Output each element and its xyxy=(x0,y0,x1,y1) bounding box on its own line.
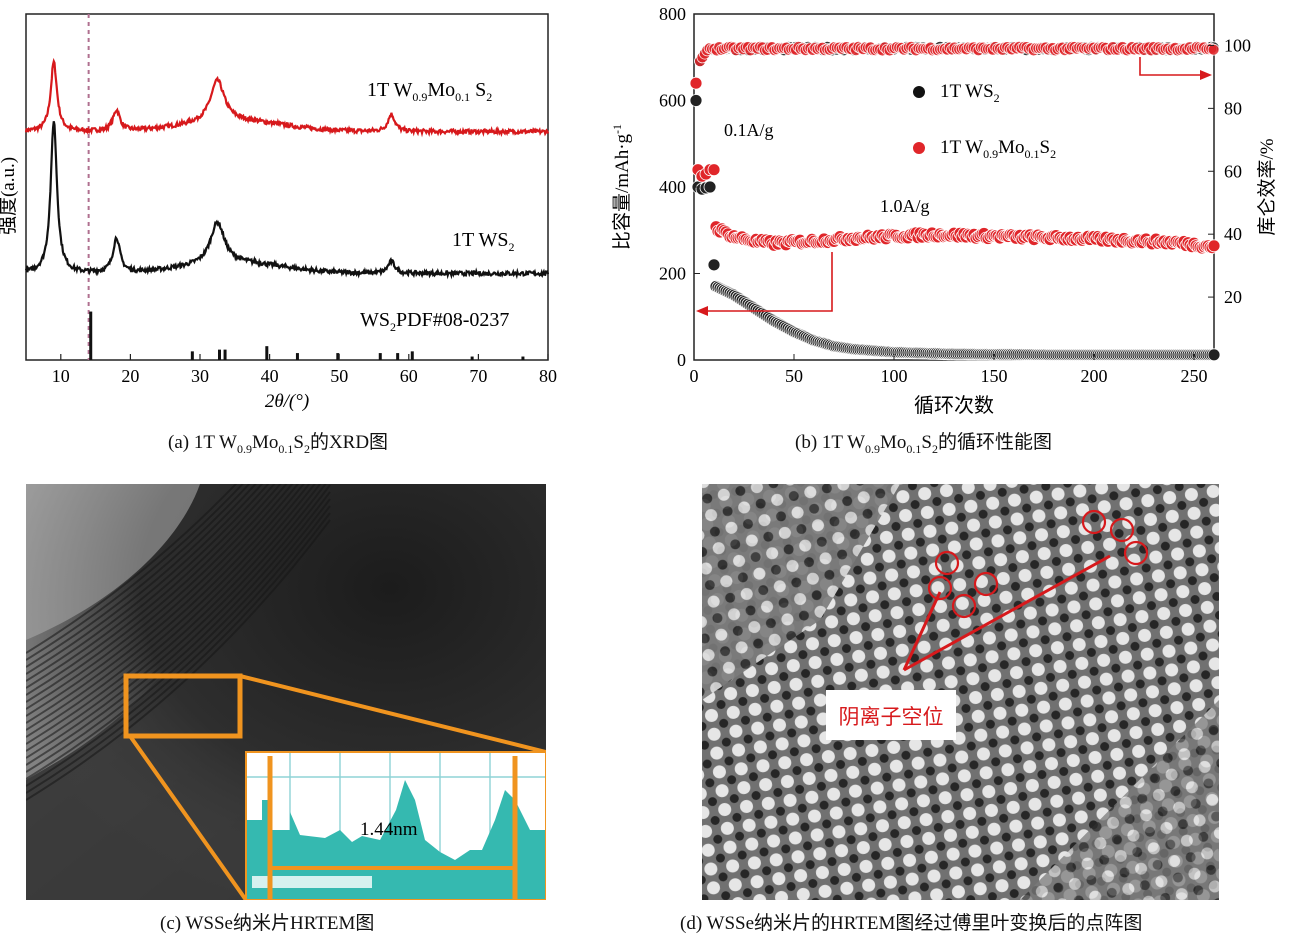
lattice-fringe xyxy=(26,484,294,717)
xrd-x-tick-label: 40 xyxy=(261,366,279,386)
caption-a: (a) 1T W0.9Mo0.1S2的XRD图 xyxy=(168,432,389,456)
xrd-y-axis-label: 强度(a.u.) xyxy=(0,157,19,235)
caption-c: (c) WSSe纳米片HRTEM图 xyxy=(160,913,375,934)
cycling-right-tick-label: 80 xyxy=(1224,98,1242,118)
annotation-0.1ag: 0.1A/g xyxy=(724,120,774,140)
vacancy-markers xyxy=(927,509,1149,619)
cycling-x-tick-label: 250 xyxy=(1181,366,1208,386)
capacity-point xyxy=(1207,348,1221,362)
lattice-fringe xyxy=(26,484,264,682)
arrow-to-right-axis xyxy=(1139,57,1212,80)
lattice-fringe xyxy=(26,484,327,759)
coulombic-efficiency-w09mo01s2 xyxy=(694,40,1220,68)
xrd-chart: 10 20 30 40 50 60 70 80 强度(a.u.) 2θ/(°) 1T W0.9… xyxy=(0,13,557,412)
capacity-point xyxy=(707,163,721,177)
legend-ws2: 1T WS2 xyxy=(452,229,515,254)
lattice-fringe xyxy=(26,484,270,689)
cycling-left-axis-label: 比容量/mAh·g-1 xyxy=(610,124,633,250)
capacity-point xyxy=(707,258,721,272)
selection-box xyxy=(123,673,243,739)
lattice-fringe xyxy=(26,484,244,661)
lattice-fringe xyxy=(26,484,288,710)
xrd-plot-frame xyxy=(25,13,549,361)
cycling-x-tick-label: 200 xyxy=(1081,366,1108,386)
arrow-to-left-axis xyxy=(696,252,833,316)
lattice-fringe xyxy=(26,484,276,696)
capacity-point xyxy=(703,180,717,194)
cycling-left-tick-label: 400 xyxy=(659,177,686,197)
capacity-w09mo01s2 xyxy=(689,76,1221,255)
cycling-right-tick-label: 60 xyxy=(1224,161,1242,181)
legend-ws2-label: 1T WS2 xyxy=(940,81,1000,105)
lattice-fringe xyxy=(26,484,322,752)
caption-d: (d) WSSe纳米片的HRTEM图经过傅里叶变换后的点阵图 xyxy=(680,913,1143,934)
lattice-fringe xyxy=(26,519,331,801)
xrd-x-axis-label: 2θ/(°) xyxy=(265,391,309,412)
inset-distance-label: 1.44nm xyxy=(360,819,418,840)
caption-b: (b) 1T W0.9Mo0.1S2的循环性能图 xyxy=(795,432,1053,456)
lattice-fringe xyxy=(26,491,331,773)
annotation-1.0ag: 1.0A/g xyxy=(880,196,930,216)
lattice-fringe xyxy=(26,484,257,675)
xrd-x-tick-label: 50 xyxy=(330,366,348,386)
xrd-x-tick-label: 20 xyxy=(121,366,139,386)
lattice-fringe xyxy=(26,484,331,766)
anion-vacancy-label: 阴离子空位 xyxy=(839,705,944,729)
xrd-x-tick-label: 60 xyxy=(400,366,418,386)
cycling-left-tick-label: 600 xyxy=(659,91,686,111)
lattice-fringe xyxy=(26,484,316,745)
cycling-x-tick-label: 0 xyxy=(690,366,699,386)
cycling-x-tick-label: 150 xyxy=(981,366,1008,386)
fft-lattice-image: 阴离子空位 xyxy=(702,484,1219,900)
lattice-fringe xyxy=(26,512,331,794)
ce-point xyxy=(1207,43,1220,56)
cycling-left-tick-label: 800 xyxy=(659,4,686,24)
xrd-series-w09mo01s2 xyxy=(24,57,550,138)
cycling-left-tick-label: 0 xyxy=(677,350,686,370)
legend-w09mo01s2: 1T W0.9Mo0.1 S2 xyxy=(367,79,492,104)
xrd-x-tick-label: 10 xyxy=(52,366,70,386)
cycling-right-tick-label: 40 xyxy=(1224,224,1242,244)
line-profile-inset: 1.44nm xyxy=(245,751,546,900)
lattice-fringe xyxy=(26,484,305,731)
cycling-right-tick-label: 100 xyxy=(1224,35,1251,55)
xrd-x-tick-label: 70 xyxy=(469,366,487,386)
cycling-right-tick-label: 20 xyxy=(1224,287,1242,307)
capacity-ws2 xyxy=(689,94,1221,362)
xrd-x-tick-label: 80 xyxy=(539,366,557,386)
cycling-x-tick-label: 100 xyxy=(881,366,908,386)
lattice-fringe xyxy=(26,498,331,780)
capacity-point xyxy=(689,76,703,90)
hrtem-image: 1.44nm xyxy=(26,484,546,900)
cycling-left-tick-label: 200 xyxy=(659,264,686,284)
lattice-fringe xyxy=(26,484,300,724)
legend-pdf-reference: WS2PDF#08-0237 xyxy=(360,309,509,334)
reference-sticks xyxy=(89,311,525,360)
cycling-chart: 0 50 100 150 200 250020040060080020406080100 … xyxy=(610,4,1278,417)
cycling-plot-frame xyxy=(693,13,1215,361)
lattice-fringe xyxy=(26,484,311,738)
legend-marker-ws2 xyxy=(913,86,925,98)
capacity-point xyxy=(1207,239,1221,253)
legend-w09mo01s2-label: 1T W0.9Mo0.1S2 xyxy=(940,137,1056,161)
lattice-fringe xyxy=(26,484,282,703)
lattice-fringe xyxy=(26,505,331,787)
lattice-fringe xyxy=(26,484,251,668)
xrd-x-tick-label: 30 xyxy=(191,366,209,386)
vacancy-pointer-lines xyxy=(902,554,1111,672)
xrd-series-ws2 xyxy=(24,121,550,280)
cycling-x-axis-label: 循环次数 xyxy=(914,394,994,417)
annotation-box xyxy=(826,690,956,740)
legend-marker-w09mo01s2 xyxy=(913,142,925,154)
cycling-x-tick-label: 50 xyxy=(785,366,803,386)
lattice-fringe xyxy=(26,484,238,654)
cycling-right-axis-label: 库仑效率/% xyxy=(1256,138,1278,235)
